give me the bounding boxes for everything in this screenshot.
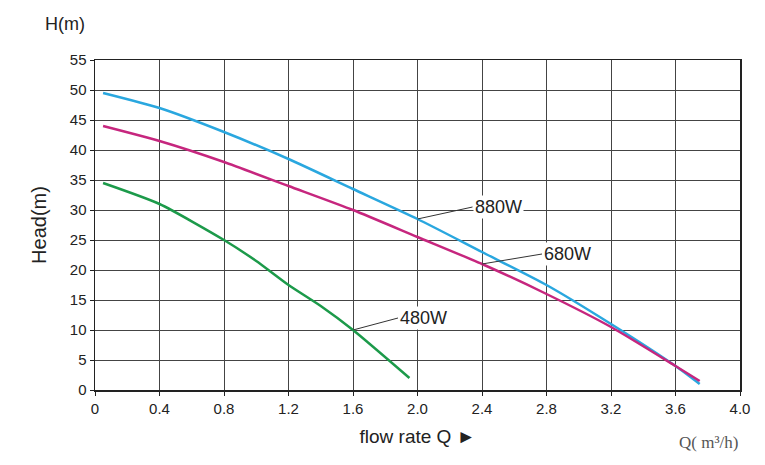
svg-text:40: 40: [70, 141, 87, 158]
svg-text:H(m): H(m): [45, 14, 85, 34]
svg-text:880W: 880W: [475, 197, 522, 217]
svg-text:480W: 480W: [400, 308, 447, 328]
svg-text:0: 0: [78, 381, 86, 398]
svg-text:55: 55: [70, 51, 87, 68]
svg-text:2.0: 2.0: [407, 400, 428, 417]
svg-text:2.8: 2.8: [536, 400, 557, 417]
svg-text:680W: 680W: [544, 244, 591, 264]
svg-text:0.4: 0.4: [149, 400, 170, 417]
svg-text:15: 15: [70, 291, 87, 308]
svg-text:35: 35: [70, 171, 87, 188]
svg-text:3.6: 3.6: [665, 400, 686, 417]
svg-text:25: 25: [70, 231, 87, 248]
svg-text:1.6: 1.6: [343, 400, 364, 417]
svg-text:5: 5: [78, 351, 86, 368]
svg-text:0: 0: [91, 400, 99, 417]
svg-text:2.4: 2.4: [472, 400, 493, 417]
svg-text:3.2: 3.2: [601, 400, 622, 417]
svg-text:10: 10: [70, 321, 87, 338]
svg-text:Head(m): Head(m): [28, 186, 50, 264]
svg-text:0.8: 0.8: [214, 400, 235, 417]
svg-text:50: 50: [70, 81, 87, 98]
svg-text:Q( m³/h): Q( m³/h): [679, 433, 738, 452]
svg-text:4.0: 4.0: [730, 400, 751, 417]
svg-text:20: 20: [70, 261, 87, 278]
svg-text:30: 30: [70, 201, 87, 218]
svg-text:1.2: 1.2: [278, 400, 299, 417]
svg-text:flow rate Q ►: flow rate Q ►: [360, 426, 476, 447]
svg-text:45: 45: [70, 111, 87, 128]
